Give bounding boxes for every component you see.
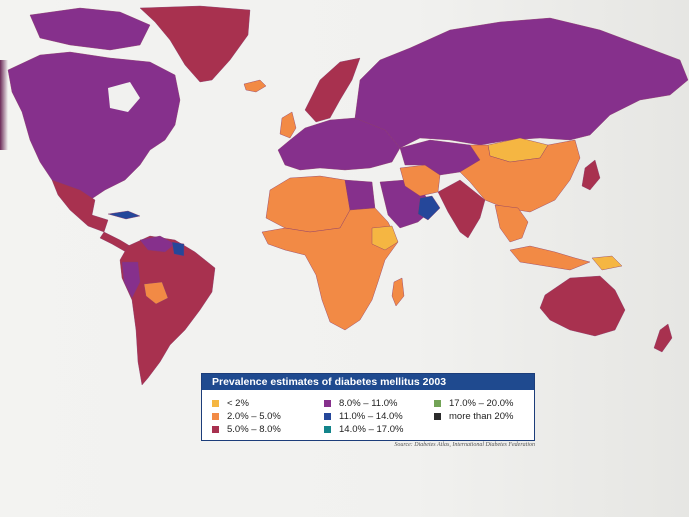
legend-swatch: [434, 400, 441, 407]
region-uk: [279, 111, 297, 139]
region-greenland: [139, 5, 251, 83]
region-indonesia: [509, 245, 591, 271]
legend-item: 14.0% – 17.0%: [324, 423, 434, 436]
legend-item: < 2%: [212, 397, 324, 410]
region-mexico: [51, 179, 109, 233]
page-edge-shadow: [0, 60, 8, 150]
legend-label: 14.0% – 17.0%: [339, 424, 404, 435]
region-china: [459, 139, 581, 213]
region-south-america: [119, 235, 216, 386]
legend-label: more than 20%: [449, 411, 514, 422]
region-russia: [354, 17, 689, 149]
region-guianas: [171, 241, 185, 257]
region-japan: [581, 159, 601, 191]
legend-item: more than 20%: [434, 410, 534, 423]
legend-swatch: [212, 400, 219, 407]
legend-label: 5.0% – 8.0%: [227, 424, 281, 435]
region-oman: [417, 195, 441, 221]
region-ethiopia: [371, 225, 399, 251]
region-iceland: [243, 79, 267, 93]
legend-label: 17.0% – 20.0%: [449, 398, 514, 409]
legend-label: 11.0% – 14.0%: [339, 411, 403, 422]
region-new-zealand: [653, 323, 673, 353]
region-png: [591, 255, 623, 271]
legend-label: 2.0% – 5.0%: [227, 411, 281, 422]
region-madagascar: [391, 277, 405, 307]
region-india: [437, 179, 486, 239]
legend-grid: < 2% 2.0% – 5.0% 5.0% – 8.0% 8.0% – 11.0…: [212, 397, 528, 436]
region-bolivia: [143, 281, 169, 305]
legend-swatch: [324, 400, 331, 407]
hudson-bay: [108, 82, 140, 112]
legend-label: < 2%: [227, 398, 249, 409]
legend-item: 11.0% – 14.0%: [324, 410, 434, 423]
legend-swatch: [324, 426, 331, 433]
region-peru: [121, 261, 141, 299]
region-cuba: [107, 210, 141, 220]
legend-item: 2.0% – 5.0%: [212, 410, 324, 423]
legend-label: 8.0% – 11.0%: [339, 398, 398, 409]
region-scandinavia: [304, 57, 361, 123]
legend-swatch: [324, 413, 331, 420]
region-southeast-asia: [494, 204, 529, 243]
legend-item: 17.0% – 20.0%: [434, 397, 534, 410]
region-north-america: [7, 51, 181, 206]
legend-title: Prevalence estimates of diabetes mellitu…: [202, 374, 534, 390]
legend-swatch: [212, 426, 219, 433]
region-europe: [277, 117, 401, 171]
region-central-america: [99, 231, 131, 253]
region-sub-saharan-africa: [261, 207, 399, 331]
region-egypt: [344, 179, 376, 211]
legend-swatch: [434, 413, 441, 420]
region-australia: [539, 275, 626, 337]
source-credit: Source: Diabetes Atlas, International Di…: [394, 442, 535, 448]
legend-item: 5.0% – 8.0%: [212, 423, 324, 436]
region-canadian-arctic: [29, 7, 151, 51]
legend-swatch: [212, 413, 219, 420]
region-north-africa: [265, 175, 351, 233]
legend: Prevalence estimates of diabetes mellitu…: [201, 373, 535, 441]
region-venezuela: [139, 235, 176, 253]
legend-item: 8.0% – 11.0%: [324, 397, 434, 410]
